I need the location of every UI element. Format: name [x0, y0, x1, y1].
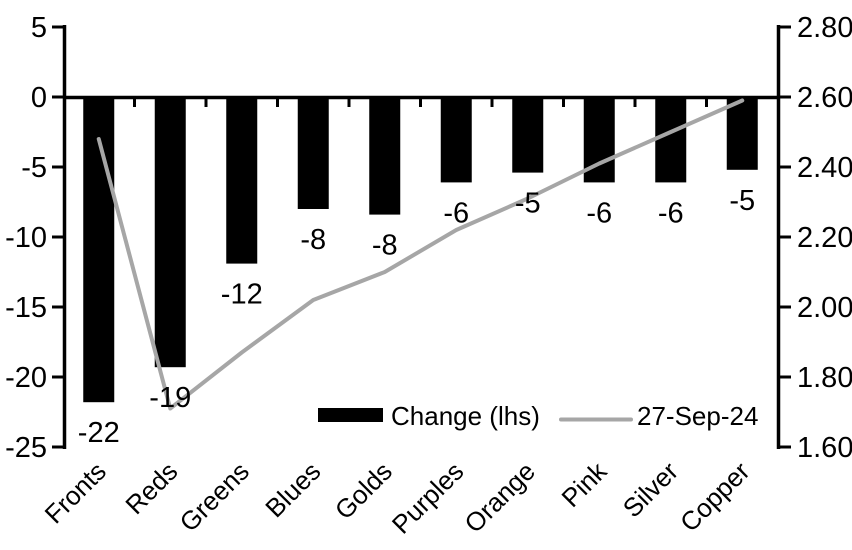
- bar: [726, 97, 758, 170]
- bar: [655, 97, 687, 183]
- bar: [226, 97, 258, 264]
- bar-data-label: -19: [149, 382, 191, 414]
- category-label: Blues: [259, 456, 326, 523]
- legend-label-date: 27-Sep-24: [637, 401, 758, 431]
- bar: [154, 97, 186, 368]
- y-axis-left-tick-label: -5: [21, 152, 47, 184]
- y-axis-left-tick-label: -20: [5, 362, 47, 394]
- bar-data-label: -5: [729, 185, 755, 217]
- bar-data-label: -12: [221, 279, 263, 311]
- category-label: Fronts: [39, 456, 112, 529]
- y-axis-right-tick-label: 1.60: [797, 432, 852, 464]
- bar: [440, 97, 472, 183]
- y-axis-right-tick-label: 2.80: [797, 12, 852, 44]
- y-axis-left-tick-label: -25: [5, 432, 47, 464]
- y-axis-right-tick-label: 2.60: [797, 82, 852, 114]
- bar-data-label: -22: [78, 417, 120, 449]
- y-axis-left-tick-label: 0: [31, 82, 47, 114]
- y-axis-right-tick-label: 2.20: [797, 222, 852, 254]
- bar-data-label: -8: [372, 230, 398, 262]
- series-line: [96, 98, 745, 411]
- y-axis-left-tick-label: 5: [31, 12, 47, 44]
- bar: [512, 97, 544, 173]
- category-label: Golds: [329, 456, 398, 525]
- y-axis-left-tick-label: -10: [5, 222, 47, 254]
- bar: [83, 97, 115, 403]
- y-axis-right-tick-label: 2.00: [797, 292, 852, 324]
- legend-bar-swatch: [318, 408, 383, 422]
- category-label: Silver: [617, 456, 684, 523]
- category-label: Orange: [458, 456, 541, 539]
- bar-data-label: -8: [300, 224, 326, 256]
- category-label: Copper: [674, 456, 756, 538]
- bar: [297, 97, 329, 209]
- category-label: Greens: [173, 456, 255, 538]
- category-label: Pink: [556, 455, 614, 513]
- y-axis-right-tick-label: 1.80: [797, 362, 852, 394]
- legend-label-change: Change (lhs): [391, 401, 540, 431]
- bar: [369, 97, 401, 215]
- bar-data-label: -6: [586, 197, 612, 229]
- bar-data-label: -6: [658, 197, 684, 229]
- bar-data-label: -6: [443, 197, 469, 229]
- category-label: Purples: [386, 456, 470, 540]
- category-label: Reds: [119, 456, 183, 520]
- y-axis-right-tick-label: 2.40: [797, 152, 852, 184]
- y-axis-left-tick-label: -15: [5, 292, 47, 324]
- bar-data-label: -5: [515, 188, 541, 220]
